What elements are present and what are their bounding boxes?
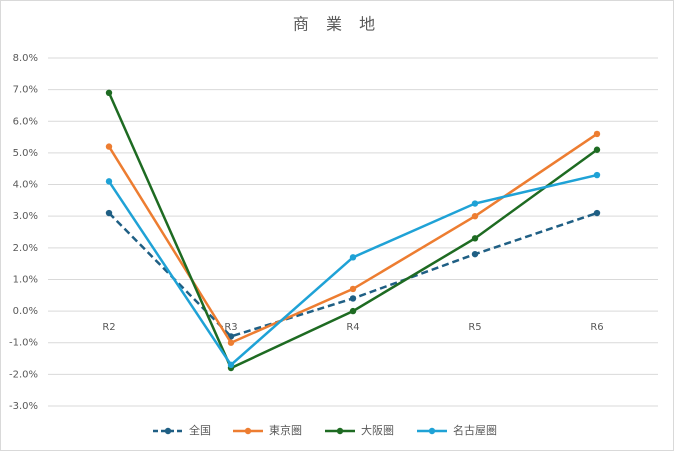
data-point (349, 295, 357, 302)
y-tick-label: 6.0% (13, 116, 38, 127)
legend-marker (244, 427, 252, 435)
y-tick-label: -3.0% (9, 401, 38, 412)
legend-label: 名古屋圏 (453, 423, 497, 437)
data-point (105, 209, 113, 217)
x-tick-label: R2 (102, 322, 115, 333)
y-tick-label: -1.0% (9, 338, 38, 349)
chart-title: 商 業 地 (293, 15, 381, 34)
legend-marker (164, 427, 172, 435)
y-tick-label: 8.0% (13, 53, 38, 64)
data-point (349, 254, 357, 261)
data-point (349, 285, 357, 293)
x-tick-label: R4 (346, 322, 359, 333)
data-point (471, 200, 479, 207)
x-tick-label: R3 (224, 322, 237, 333)
data-point (105, 178, 113, 185)
data-point (593, 209, 601, 217)
data-point (105, 89, 113, 97)
data-point (593, 130, 601, 138)
data-point (227, 361, 235, 369)
y-tick-label: 0.0% (13, 306, 38, 317)
data-point (471, 212, 479, 220)
legend-marker (428, 427, 436, 435)
y-tick-label: 4.0% (13, 180, 38, 191)
data-point (593, 171, 601, 179)
y-tick-label: 3.0% (13, 211, 38, 222)
data-point (105, 143, 113, 150)
legend-label: 大阪圏 (361, 423, 394, 437)
legend-label: 東京圏 (269, 423, 302, 437)
y-tick-label: 5.0% (13, 148, 38, 159)
y-tick-label: -2.0% (9, 369, 38, 380)
data-point (471, 235, 479, 242)
x-tick-label: R6 (590, 322, 603, 333)
x-tick-label: R5 (468, 322, 481, 333)
data-point (471, 250, 479, 258)
y-tick-label: 2.0% (13, 243, 38, 254)
y-tick-label: 7.0% (13, 85, 38, 96)
data-point (227, 339, 235, 346)
y-tick-label: 1.0% (13, 274, 38, 285)
data-point (349, 307, 357, 315)
legend-label: 全国 (189, 423, 211, 437)
legend-marker (336, 427, 344, 435)
data-point (593, 146, 601, 153)
